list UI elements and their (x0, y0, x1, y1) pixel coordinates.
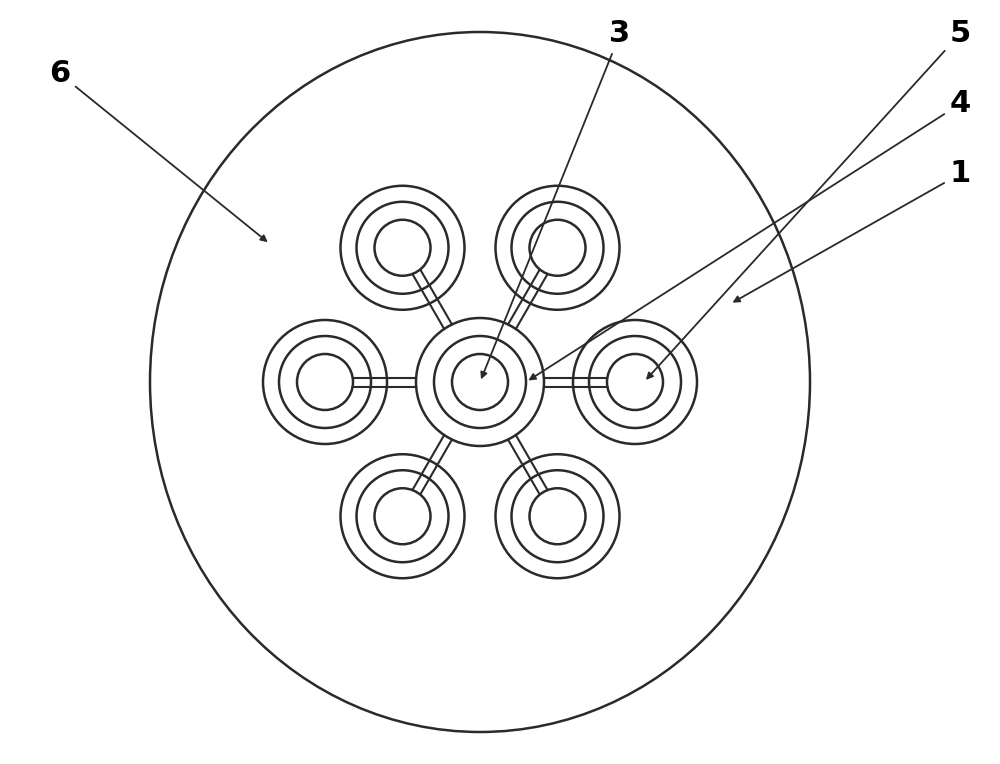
Text: 1: 1 (734, 160, 971, 302)
Text: 5: 5 (647, 20, 971, 378)
Text: 6: 6 (49, 60, 266, 241)
Text: 4: 4 (530, 89, 971, 380)
Text: 3: 3 (481, 20, 631, 377)
